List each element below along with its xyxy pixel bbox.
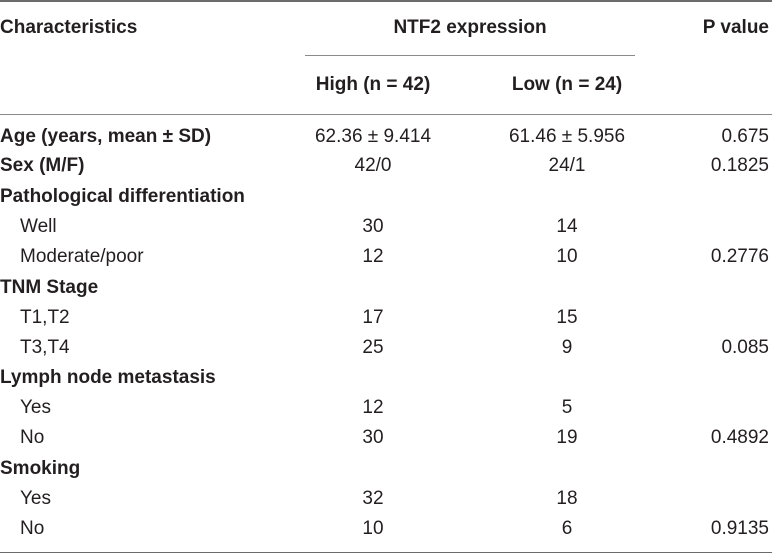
row-label: T3,T4 xyxy=(20,337,70,358)
row-low: 6 xyxy=(561,518,573,539)
row-label: Yes xyxy=(20,397,51,418)
header-ntf2-expression: NTF2 expression xyxy=(393,17,547,38)
row-low: 61.46 ± 5.956 xyxy=(508,126,626,147)
section-label: Lymph node metastasis xyxy=(0,367,216,388)
row-low: 9 xyxy=(561,337,573,358)
row-high: 10 xyxy=(362,518,384,539)
header-high: High (n = 42) xyxy=(315,74,431,95)
section-label: TNM Stage xyxy=(0,277,99,298)
row-label: Well xyxy=(20,216,57,237)
group-rule xyxy=(305,55,635,56)
row-p: 0.2776 xyxy=(710,246,769,267)
bottom-rule xyxy=(0,552,772,553)
row-low: 19 xyxy=(556,427,578,448)
row-label: Yes xyxy=(20,488,51,509)
row-p: 0.9135 xyxy=(710,518,769,539)
row-p: 0.675 xyxy=(721,126,769,147)
row-high: 12 xyxy=(362,397,384,418)
row-label: No xyxy=(20,518,45,539)
section-label: Smoking xyxy=(0,458,81,479)
row-high: 30 xyxy=(362,216,384,237)
row-high: 62.36 ± 9.414 xyxy=(314,126,432,147)
row-label: Sex (M/F) xyxy=(0,155,85,176)
row-p: 0.085 xyxy=(721,337,769,358)
row-label: Moderate/poor xyxy=(20,246,144,267)
row-low: 18 xyxy=(556,488,578,509)
row-high: 30 xyxy=(362,427,384,448)
row-low: 5 xyxy=(561,397,573,418)
row-label: No xyxy=(20,427,45,448)
row-high: 17 xyxy=(362,307,384,328)
row-label: T1,T2 xyxy=(20,307,70,328)
top-rule xyxy=(0,0,772,2)
section-label: Pathological differentiation xyxy=(0,186,245,207)
row-high: 32 xyxy=(362,488,384,509)
header-characteristics: Characteristics xyxy=(0,17,138,38)
row-high: 12 xyxy=(362,246,384,267)
header-rule xyxy=(0,114,772,115)
header-p-value: P value xyxy=(702,17,769,38)
row-low: 10 xyxy=(556,246,578,267)
header-low: Low (n = 24) xyxy=(511,74,623,95)
row-p: 0.4892 xyxy=(710,427,769,448)
row-low: 15 xyxy=(556,307,578,328)
row-low: 24/1 xyxy=(548,155,586,176)
row-high: 25 xyxy=(362,337,384,358)
row-high: 42/0 xyxy=(354,155,392,176)
row-p: 0.1825 xyxy=(710,155,769,176)
row-low: 14 xyxy=(556,216,578,237)
row-label: Age (years, mean ± SD) xyxy=(0,126,212,147)
